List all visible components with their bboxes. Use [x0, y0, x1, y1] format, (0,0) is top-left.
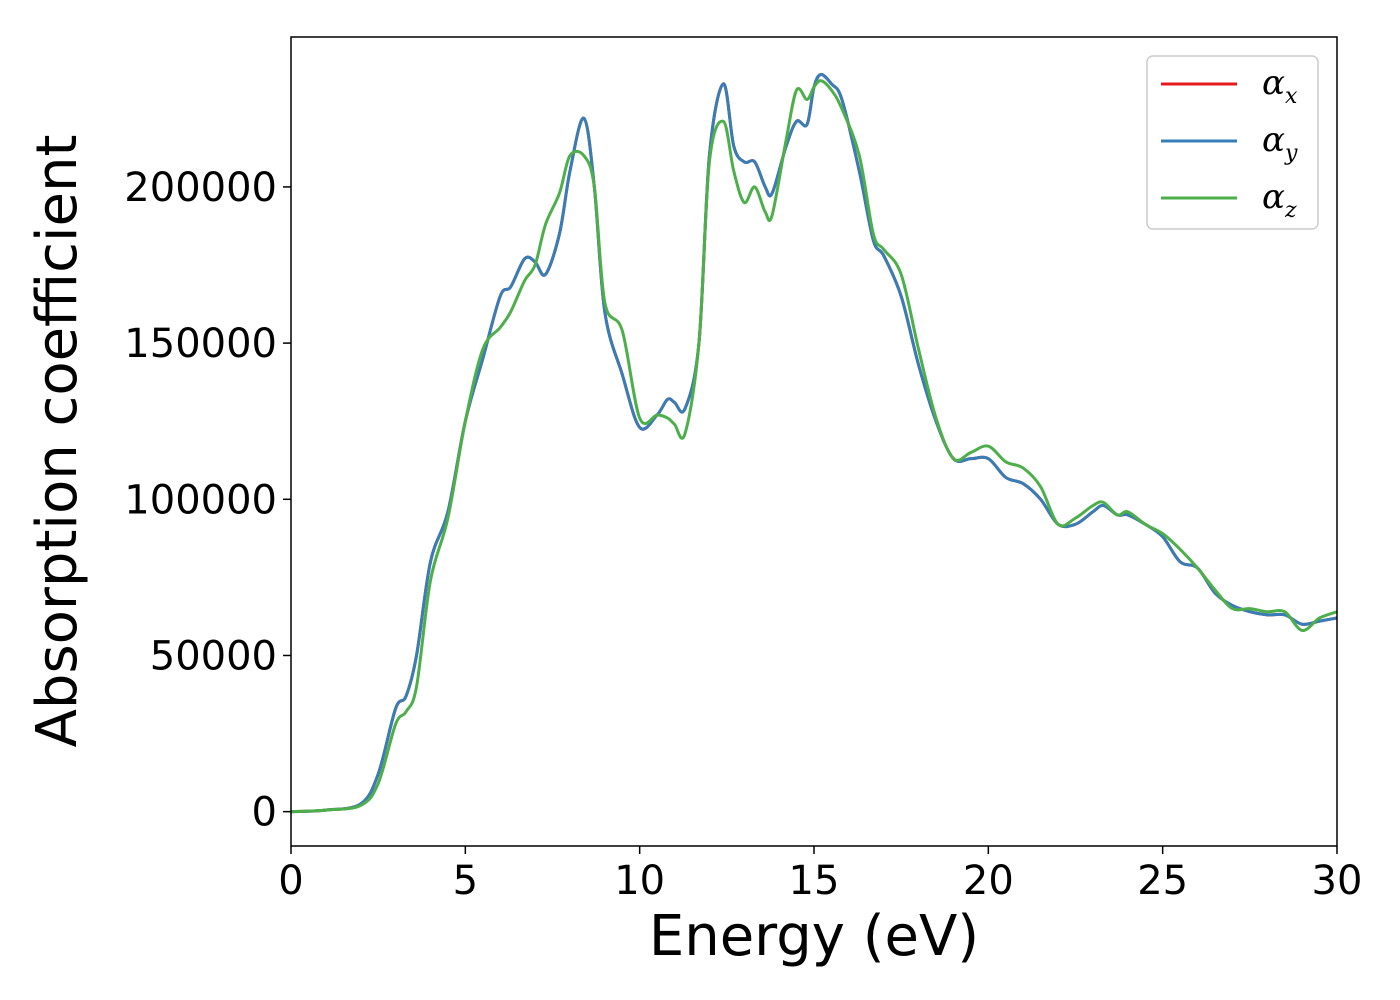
y-tick-label: 200000 [124, 165, 277, 211]
y-tick-label: 0 [252, 790, 277, 836]
y-axis-label: Absorption coefficient [25, 135, 90, 748]
legend-label-x: αx [1262, 63, 1298, 109]
y-tick-label: 150000 [124, 321, 277, 367]
x-tick-label: 15 [789, 858, 840, 904]
series-lines [291, 72, 1337, 814]
x-axis-ticks: 0 5 10 15 20 25 30 [278, 846, 1362, 904]
x-axis-label: Energy (eV) [649, 904, 979, 969]
y-axis-ticks: 0 50000 100000 150000 200000 [124, 165, 291, 836]
series-line-z [291, 79, 1337, 814]
y-tick-label: 100000 [124, 477, 277, 523]
x-tick-label: 5 [453, 858, 478, 904]
x-tick-label: 20 [963, 858, 1014, 904]
legend-label-z: αz [1262, 177, 1297, 223]
legend: αx αy αz [1146, 55, 1319, 230]
x-tick-label: 30 [1312, 858, 1363, 904]
y-tick-label: 50000 [150, 633, 277, 679]
legend-label-y: αy [1262, 120, 1298, 166]
x-tick-label: 10 [614, 858, 665, 904]
x-tick-label: 25 [1137, 858, 1188, 904]
x-tick-label: 0 [278, 858, 303, 904]
